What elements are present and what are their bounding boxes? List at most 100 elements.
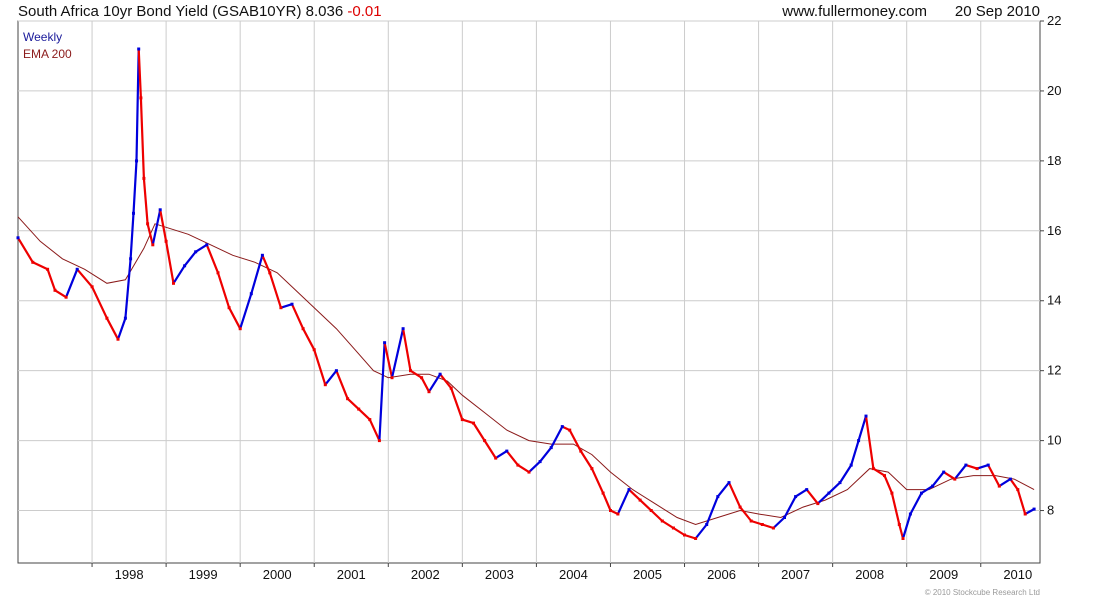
weekly-point	[683, 533, 686, 537]
weekly-segment	[616, 488, 631, 516]
weekly-point	[205, 243, 209, 247]
weekly-point	[427, 390, 431, 394]
weekly-point	[16, 236, 20, 240]
weekly-point	[390, 376, 394, 380]
weekly-segment	[151, 208, 162, 246]
weekly-segment	[159, 208, 168, 243]
weekly-point	[151, 243, 155, 247]
weekly-segment	[901, 512, 912, 540]
weekly-segment	[864, 415, 875, 470]
weekly-point	[1023, 512, 1027, 516]
weekly-point	[238, 327, 242, 331]
weekly-point	[75, 267, 79, 271]
weekly-point	[346, 397, 350, 401]
weekly-segment	[31, 261, 49, 271]
weekly-point	[694, 537, 698, 540]
chart-title: South Africa 10yr Bond Yield (GSAB10YR) …	[18, 3, 382, 20]
weekly-segment	[439, 373, 453, 390]
weekly-point	[90, 285, 94, 289]
x-tick-label: 2006	[707, 567, 736, 582]
weekly-point	[560, 425, 564, 429]
site-url[interactable]: www.fullermoney.com	[781, 3, 927, 20]
weekly-segment	[650, 509, 664, 523]
weekly-point	[849, 463, 853, 467]
weekly-point	[1016, 488, 1020, 492]
x-tick-label: 2003	[485, 567, 514, 582]
x-tick-label: 2002	[411, 567, 440, 582]
weekly-point	[627, 488, 631, 492]
weekly-segment	[516, 464, 531, 474]
chart-date: 20 Sep 2010	[955, 3, 1040, 20]
weekly-point	[368, 418, 372, 422]
weekly-segment	[850, 439, 860, 467]
weekly-segment	[183, 250, 197, 267]
weekly-segment	[568, 429, 582, 453]
weekly-segment	[346, 397, 360, 411]
weekly-point	[158, 208, 162, 212]
weekly-point	[460, 418, 464, 422]
weekly-point	[901, 537, 905, 540]
y-tick-label: 20	[1047, 83, 1061, 98]
x-tick-label: 2010	[1003, 567, 1032, 582]
x-tick-label: 2007	[781, 567, 810, 582]
weekly-point	[290, 302, 294, 306]
weekly-segment	[494, 450, 508, 460]
weekly-point	[760, 523, 764, 526]
weekly-segment	[975, 464, 990, 470]
weekly-point	[135, 159, 138, 163]
weekly-point	[409, 369, 412, 373]
weekly-point	[438, 372, 442, 376]
weekly-point	[986, 463, 990, 467]
copyright: © 2010 Stockcube Research Ltd	[925, 588, 1040, 597]
weekly-segment	[279, 303, 294, 309]
weekly-segment	[816, 492, 831, 505]
weekly-point	[883, 474, 886, 478]
weekly-point	[46, 267, 50, 271]
weekly-segment	[427, 373, 442, 393]
weekly-point	[505, 449, 509, 453]
weekly-segment	[390, 327, 405, 379]
weekly-point	[105, 316, 109, 320]
weekly-point	[334, 369, 338, 373]
weekly-point	[942, 470, 946, 474]
weekly-segment	[890, 492, 901, 526]
weekly-segment	[931, 471, 945, 488]
weekly-point	[771, 526, 775, 530]
weekly-segment	[402, 327, 412, 372]
weekly-point	[146, 222, 150, 226]
weekly-segment	[727, 481, 742, 509]
weekly-segment	[139, 96, 145, 180]
y-tick-label: 18	[1047, 153, 1061, 168]
x-tick-label: 2008	[855, 567, 884, 582]
weekly-segment	[1016, 488, 1027, 516]
weekly-point	[249, 292, 253, 296]
weekly-point	[377, 439, 381, 443]
weekly-segment	[672, 526, 686, 537]
y-tick-label: 12	[1047, 363, 1061, 378]
weekly-segment	[90, 285, 109, 320]
weekly-segment	[16, 236, 34, 264]
weekly-segment	[420, 376, 431, 393]
weekly-segment	[216, 271, 231, 309]
weekly-point	[123, 316, 127, 320]
weekly-segment	[76, 268, 94, 288]
y-tick-label: 16	[1047, 223, 1061, 238]
weekly-point	[139, 96, 143, 100]
weekly-segment	[483, 439, 497, 460]
weekly-point	[164, 239, 168, 243]
weekly-segment	[964, 464, 979, 470]
weekly-point	[516, 463, 520, 467]
weekly-point	[964, 463, 968, 467]
weekly-point	[671, 526, 675, 530]
weekly-segment	[239, 292, 253, 330]
weekly-point	[116, 337, 120, 341]
weekly-segment	[857, 415, 868, 442]
weekly-point	[890, 491, 894, 495]
weekly-point	[638, 498, 642, 502]
weekly-point	[660, 519, 664, 523]
weekly-point	[738, 505, 742, 509]
weekly-point	[716, 495, 720, 499]
weekly-point	[975, 467, 979, 471]
weekly-segment	[505, 450, 520, 467]
